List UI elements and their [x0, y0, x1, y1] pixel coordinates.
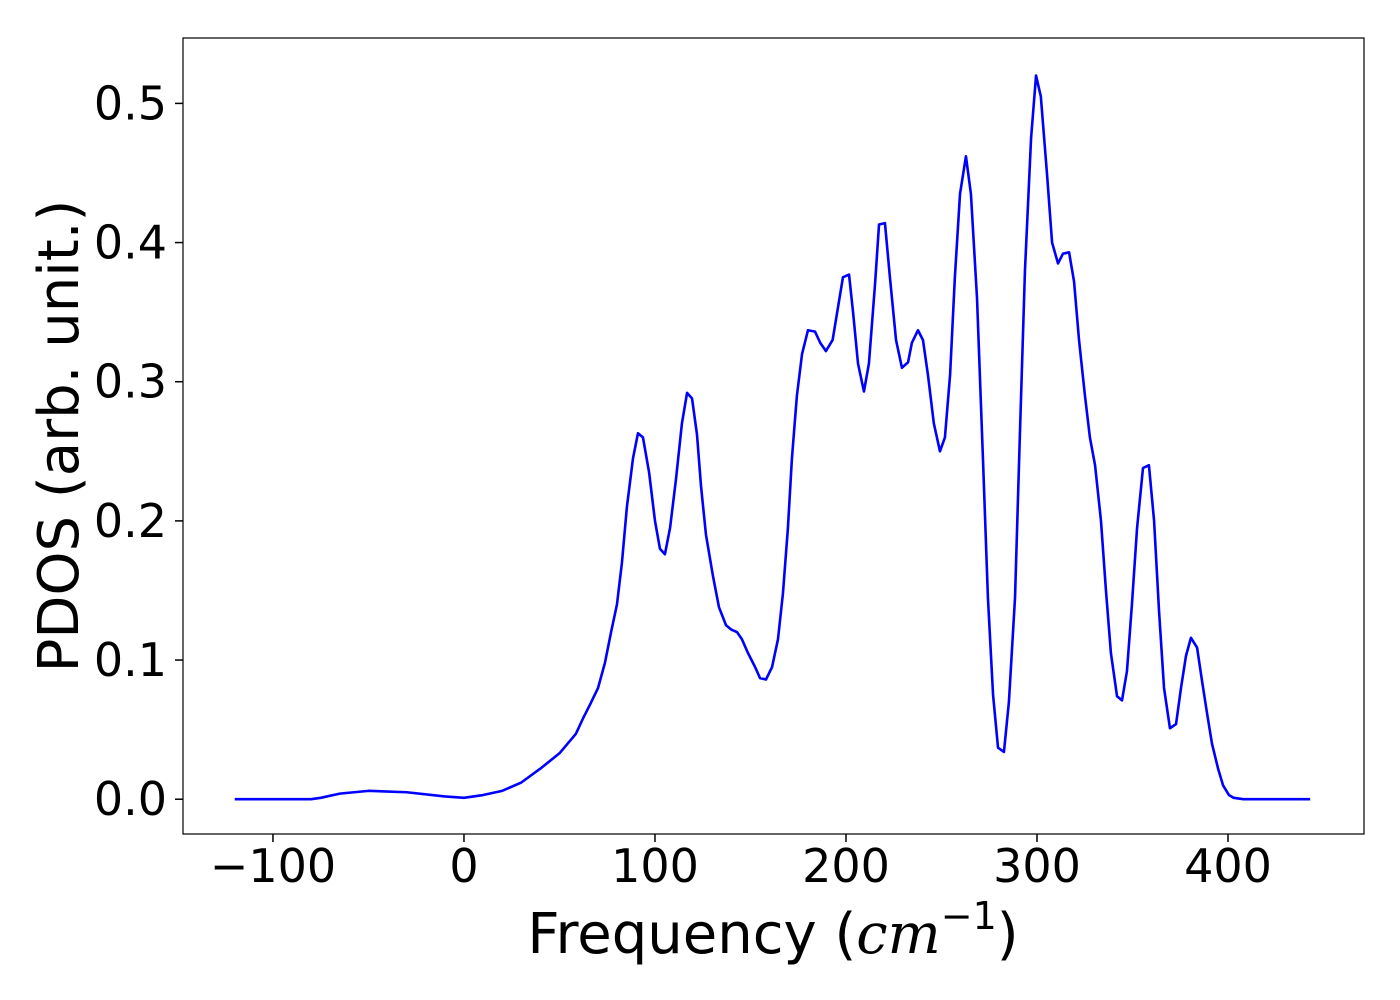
plot-frame	[182, 37, 1365, 835]
x-tick-label: 200	[802, 839, 890, 893]
y-tick-label: 0.2	[94, 494, 167, 548]
x-tick-label: 400	[1184, 839, 1272, 893]
y-tick-label: 0.0	[94, 772, 167, 826]
y-tick-label: 0.3	[94, 355, 167, 409]
y-axis-label: PDOS (arb. unit.)	[27, 200, 92, 673]
x-label-text: Frequency (	[527, 902, 856, 967]
y-tick-label: 0.1	[94, 633, 167, 687]
x-tick-label: 300	[993, 839, 1081, 893]
x-tick-label: 100	[611, 839, 699, 893]
y-tick-label: 0.5	[94, 76, 167, 130]
x-label-italic: cm	[856, 902, 940, 967]
x-tick-label: 0	[449, 839, 478, 893]
x-axis-label: Frequency (cm−1)	[527, 894, 1018, 967]
x-label-superscript: −1	[941, 894, 997, 938]
line-series	[234, 74, 1311, 801]
y-tick-label: 0.4	[94, 216, 167, 270]
x-tick-label: −100	[210, 839, 336, 893]
x-label-close: )	[997, 902, 1019, 967]
